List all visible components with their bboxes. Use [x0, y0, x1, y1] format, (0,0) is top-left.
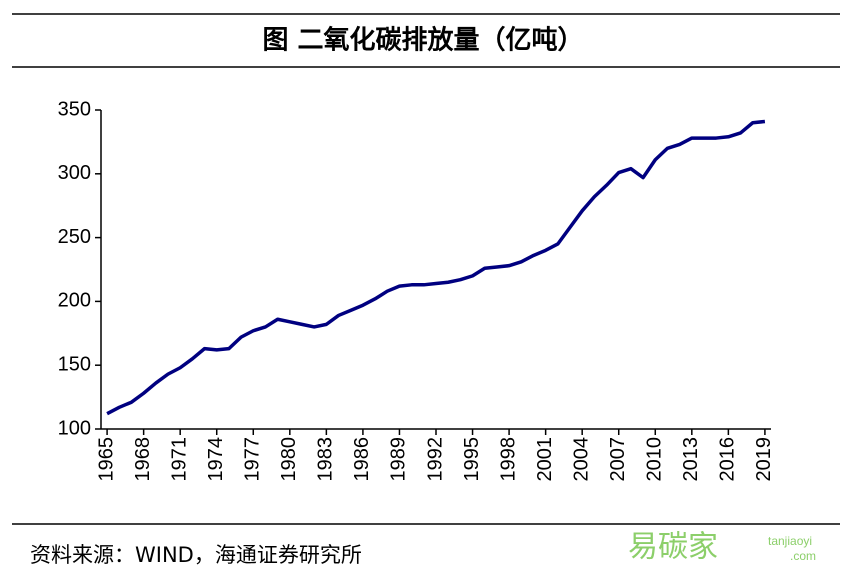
y-tick-label: 250	[58, 226, 91, 248]
x-tick-label: 2010	[644, 437, 666, 482]
x-tick-label: 1995	[461, 437, 483, 482]
x-tick-label: 1974	[205, 437, 227, 482]
x-tick-label: 2004	[570, 437, 592, 482]
x-tick-label: 1986	[351, 437, 373, 482]
x-tick-label: 2013	[680, 437, 702, 482]
x-tick-label: 1965	[95, 437, 117, 482]
x-tick-label: 1977	[242, 437, 264, 482]
x-tick-label: 2001	[534, 437, 556, 482]
x-tick-label: 2019	[753, 437, 775, 482]
watermark: tanjiaoyi	[768, 534, 812, 548]
x-tick-label: 1971	[168, 437, 190, 482]
y-tick-label: 200	[58, 290, 91, 312]
x-tick-label: 2016	[717, 437, 739, 482]
x-tick-label: 1980	[278, 437, 300, 482]
x-tick-label: 1968	[132, 437, 154, 482]
x-tick-label: 1989	[388, 437, 410, 482]
data-line	[106, 119, 766, 416]
watermark: 易碳家	[628, 530, 718, 565]
x-tick-label: 1983	[315, 437, 337, 482]
source: 资料来源：WIND，海通证券研究所	[30, 543, 362, 567]
y-tick-label: 350	[58, 98, 91, 120]
y-tick-label: 100	[58, 417, 91, 439]
watermark: .com	[790, 549, 816, 563]
x-tick-label: 2007	[607, 437, 629, 482]
y-tick-label: 300	[58, 162, 91, 184]
x-tick-label: 1992	[424, 437, 446, 482]
chart-title: 图 二氧化碳排放量（亿吨）	[262, 25, 583, 56]
y-tick-label: 150	[58, 353, 91, 375]
x-tick-label: 1998	[497, 437, 519, 482]
